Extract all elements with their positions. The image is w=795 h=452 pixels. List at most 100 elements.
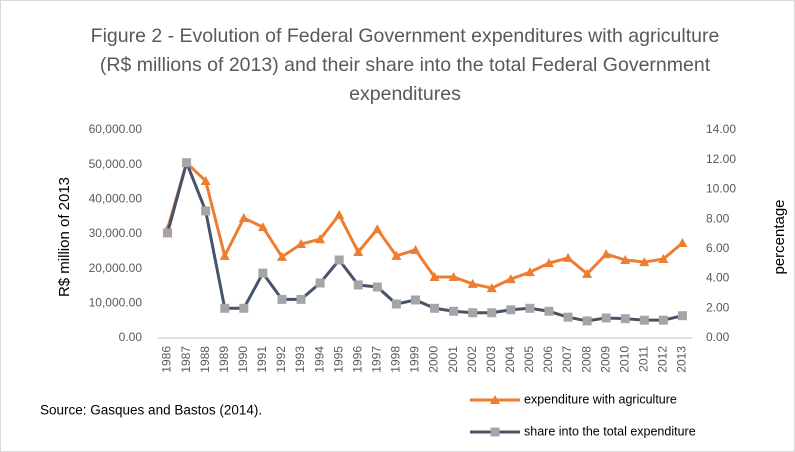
data-point: [620, 255, 631, 264]
data-point: [487, 308, 497, 318]
data-point: [582, 268, 593, 278]
data-point: [639, 315, 649, 325]
data-point: [257, 222, 268, 232]
data-point: [353, 280, 363, 290]
data-point: [601, 249, 612, 259]
data-point: [525, 303, 535, 313]
x-tick-label: 2000: [427, 346, 441, 373]
data-point: [391, 299, 401, 309]
x-tick-label: 2001: [446, 346, 460, 373]
x-tick-label: 1993: [293, 346, 307, 373]
x-tick-label: 2006: [541, 346, 555, 373]
y-tick-label: 60,000.00: [89, 122, 143, 136]
data-point: [200, 175, 211, 185]
data-point: [372, 282, 382, 292]
x-tick-label: 2005: [522, 346, 536, 373]
y-tick-label: 30,000.00: [89, 226, 143, 240]
data-point: [277, 294, 287, 304]
data-point: [430, 303, 440, 313]
x-tick-label: 1986: [160, 346, 174, 373]
y2-tick-label: 2.00: [706, 300, 730, 314]
data-point: [658, 315, 668, 325]
x-tick-label: 1988: [198, 346, 212, 373]
legend-marker: [490, 395, 500, 404]
series-line: [166, 161, 683, 323]
data-point: [620, 314, 630, 324]
data-point: [449, 306, 459, 316]
data-point: [677, 311, 687, 321]
data-point: [201, 206, 211, 216]
data-point: [219, 250, 230, 260]
data-point: [258, 268, 268, 278]
data-point: [563, 252, 574, 262]
y2-tick-label: 8.00: [706, 211, 730, 225]
data-point: [353, 247, 364, 257]
chart-title: Figure 2 - Evolution of Federal Governme…: [90, 25, 720, 105]
x-tick-label: 1990: [236, 346, 250, 373]
x-tick-label: 2002: [465, 346, 479, 373]
x-tick-label: 2012: [656, 346, 670, 373]
x-tick-label: 1997: [369, 346, 383, 373]
data-point: [506, 305, 516, 315]
y2-axis-label: percentage: [771, 199, 788, 274]
y-axis-label: R$ million of 2013: [56, 177, 73, 297]
data-point: [448, 271, 459, 281]
data-point: [467, 278, 478, 288]
data-point: [296, 239, 307, 249]
y-tick-label: 10,000.00: [89, 296, 143, 310]
data-point: [391, 250, 402, 260]
data-point: [238, 213, 249, 223]
data-point: [276, 251, 287, 261]
data-point: [582, 316, 592, 326]
data-point: [315, 278, 325, 288]
data-point: [658, 253, 669, 263]
data-point: [543, 258, 554, 268]
x-tick-label: 1992: [274, 346, 288, 373]
x-tick-label: 2009: [598, 346, 612, 373]
y2-tick-label: 0.00: [706, 330, 730, 344]
y-tick-label: 20,000.00: [89, 261, 143, 275]
data-point: [239, 303, 249, 313]
x-tick-label: 1999: [408, 346, 422, 373]
data-point: [163, 228, 173, 238]
legend-label: share into the total expenditure: [524, 424, 696, 438]
data-point: [429, 271, 440, 281]
data-point: [334, 255, 344, 265]
data-point: [315, 234, 326, 244]
data-point: [505, 274, 516, 284]
y2-tick-label: 14.00: [706, 122, 736, 136]
legend-marker: [490, 427, 500, 437]
data-point: [677, 238, 688, 248]
data-point: [524, 267, 535, 277]
data-point: [563, 312, 573, 322]
data-point: [544, 306, 554, 316]
x-tick-label: 2008: [579, 346, 593, 373]
data-point: [486, 283, 497, 293]
source-note: Source: Gasques and Bastos (2014).: [40, 403, 262, 418]
y-tick-label: 0.00: [119, 330, 143, 344]
x-tick-label: 1994: [312, 346, 326, 373]
data-point: [639, 257, 650, 267]
y2-tick-label: 10.00: [706, 182, 736, 196]
y-tick-label: 40,000.00: [89, 192, 143, 206]
data-point: [220, 303, 230, 313]
data-point: [372, 224, 383, 234]
data-point: [410, 244, 421, 254]
data-point: [334, 209, 345, 219]
data-point: [182, 158, 192, 168]
x-tick-label: 2007: [560, 346, 574, 373]
x-tick-label: 1989: [217, 346, 231, 373]
x-tick-label: 2010: [617, 346, 631, 373]
data-point: [296, 294, 306, 304]
x-tick-label: 1996: [350, 346, 364, 373]
y2-tick-label: 4.00: [706, 271, 730, 285]
series-line: [166, 161, 684, 290]
x-tick-label: 2004: [503, 346, 517, 373]
x-tick-label: 1995: [331, 346, 345, 373]
x-tick-label: 2013: [675, 346, 689, 373]
x-tick-label: 1991: [255, 346, 269, 373]
x-tick-label: 1998: [389, 346, 403, 373]
x-tick-label: 2011: [636, 346, 650, 372]
